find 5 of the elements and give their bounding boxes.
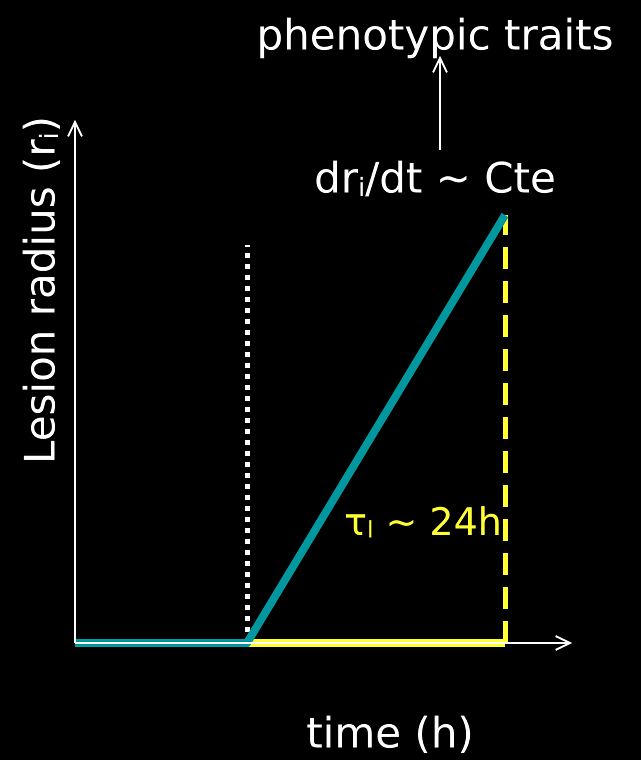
y-axis-title: Lesion radius (ri) [16, 116, 64, 464]
annotation: τl ~ 24h [344, 500, 502, 544]
text: dri/dt ~ Cte [314, 154, 556, 202]
text: phenotypic traits [256, 10, 614, 60]
x-axis-title: time (h) [306, 708, 474, 758]
